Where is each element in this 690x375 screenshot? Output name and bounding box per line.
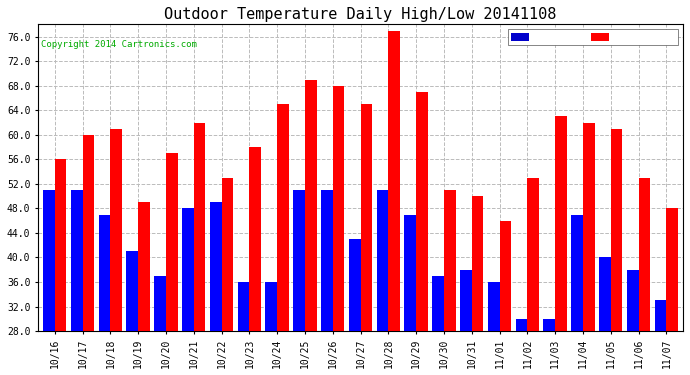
Bar [361,104,372,331]
Bar [460,270,472,331]
Bar [71,190,83,331]
Bar [388,31,400,331]
Bar [377,190,388,331]
Bar [305,80,317,331]
Bar [433,276,444,331]
Bar [43,190,55,331]
Text: Copyright 2014 Cartronics.com: Copyright 2014 Cartronics.com [41,40,197,49]
Bar [571,214,583,331]
Bar [99,214,110,331]
Bar [515,319,527,331]
Bar [210,202,221,331]
Bar [655,300,667,331]
Bar [627,270,638,331]
Bar [444,190,455,331]
Bar [349,239,361,331]
Bar [110,129,122,331]
Bar [404,214,416,331]
Bar [221,178,233,331]
Bar [83,135,95,331]
Bar [555,117,567,331]
Bar [611,129,622,331]
Bar [194,123,206,331]
Bar [126,251,138,331]
Bar [249,147,261,331]
Bar [166,153,177,331]
Bar [472,196,484,331]
Bar [667,209,678,331]
Bar [293,190,305,331]
Bar [416,92,428,331]
Bar [182,209,194,331]
Bar [277,104,289,331]
Bar [55,159,66,331]
Bar [333,86,344,331]
Title: Outdoor Temperature Daily High/Low 20141108: Outdoor Temperature Daily High/Low 20141… [164,7,557,22]
Bar [237,282,249,331]
Legend: Low  (°F), High  (°F): Low (°F), High (°F) [509,29,678,45]
Bar [544,319,555,331]
Bar [266,282,277,331]
Bar [138,202,150,331]
Bar [638,178,650,331]
Bar [321,190,333,331]
Bar [155,276,166,331]
Bar [583,123,595,331]
Bar [599,258,611,331]
Bar [527,178,539,331]
Bar [488,282,500,331]
Bar [500,220,511,331]
